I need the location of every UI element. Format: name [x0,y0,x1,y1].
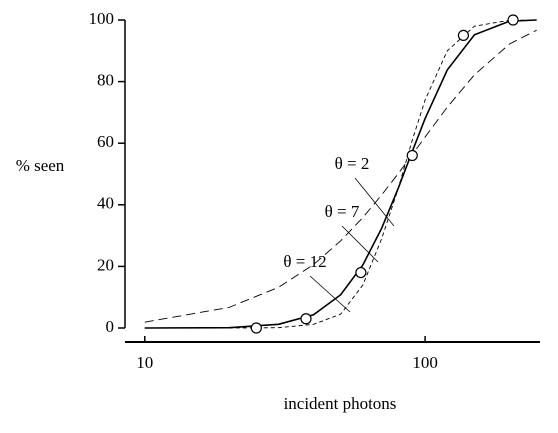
series-line [144,19,537,329]
series-line [144,29,537,323]
x-axis-label: incident photons [284,394,397,413]
y-tick-label: 80 [97,71,114,90]
data-point [507,14,519,26]
series-line [144,19,537,329]
leader-line [354,177,395,227]
y-tick-label: 20 [97,255,114,274]
leader-line [341,225,379,263]
y-axis-label: % seen [16,156,65,175]
leader-line [309,275,351,313]
y-tick-label: 40 [97,194,114,213]
y-tick-label: 0 [106,317,115,336]
series-label: θ = 2 [335,154,370,173]
data-point [406,149,418,162]
series-label: θ = 12 [283,252,326,271]
data-point [355,266,367,279]
data-point [457,29,470,42]
x-tick-label: 10 [136,353,153,372]
y-tick-label: 100 [89,9,115,28]
series-label: θ = 7 [325,202,360,221]
data-point [250,322,262,334]
x-tick-label: 100 [412,353,438,372]
data-point [300,313,312,325]
y-tick-label: 60 [97,132,114,151]
